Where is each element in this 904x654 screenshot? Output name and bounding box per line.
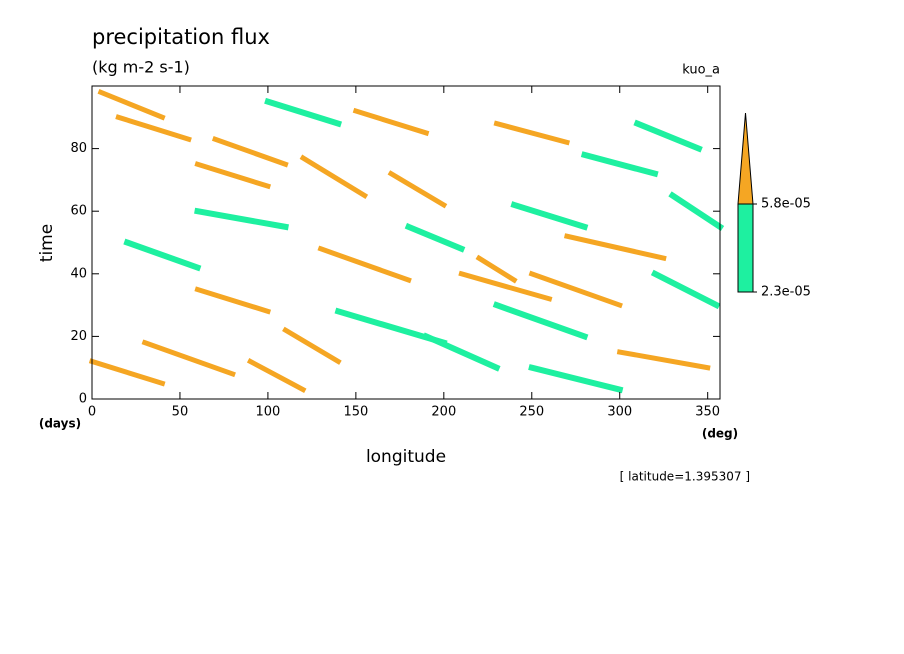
precip-streak [211, 136, 289, 168]
precip-streak [194, 286, 272, 315]
precip-streak [458, 270, 553, 302]
precip-streak [115, 114, 192, 143]
x-tick-label: 250 [519, 405, 544, 420]
precip-streak [194, 207, 289, 231]
precip-streak [194, 161, 272, 190]
x-tick-label: 350 [695, 405, 720, 420]
precip-streak [650, 269, 721, 310]
plot-frame [91, 85, 721, 400]
precip-streak [246, 358, 307, 393]
x-unit: (deg) [702, 427, 738, 441]
y-unit: (days) [39, 417, 81, 431]
precip-streak [528, 364, 624, 394]
y-axis-label: time [37, 224, 57, 262]
colorbar-extension [737, 112, 754, 205]
precip-streak [317, 245, 412, 284]
chart-title: precipitation flux [92, 25, 270, 49]
precip-streak [616, 349, 711, 371]
x-axis-label: longitude [366, 447, 446, 467]
colorbar-segment [737, 203, 754, 293]
precip-streak [492, 301, 589, 341]
colorbar-label: 5.8e-05 [761, 197, 811, 212]
colorbar-label: 2.3e-05 [761, 285, 811, 300]
precip-streak [510, 201, 589, 231]
y-tick-label: 40 [70, 266, 87, 281]
precip-streak [299, 154, 369, 199]
x-tick-label: 200 [431, 405, 456, 420]
x-tick-label: 0 [88, 405, 96, 420]
precip-streak [580, 151, 659, 178]
precip-streak [563, 233, 667, 262]
x-tick-label: 100 [255, 405, 280, 420]
y-tick-label: 60 [70, 204, 87, 219]
precip-streak [282, 326, 342, 365]
precip-streak [141, 339, 236, 378]
y-tick-label: 80 [70, 141, 87, 156]
y-tick-label: 0 [79, 392, 87, 407]
experiment-label: kuo_a [682, 63, 720, 78]
precip-streak [264, 97, 343, 128]
precip-streak [387, 170, 448, 209]
precip-streak [633, 119, 703, 153]
precip-streak [123, 238, 202, 272]
precip-streak [422, 332, 501, 372]
precip-streak [404, 222, 466, 253]
precip-streak [352, 107, 430, 137]
precip-streak [668, 191, 725, 232]
precip-streak [493, 120, 571, 146]
annotation: [ latitude=1.395307 ] [620, 470, 750, 484]
x-tick-label: 50 [172, 405, 189, 420]
x-tick-label: 150 [343, 405, 368, 420]
y-tick-label: 20 [70, 329, 87, 344]
precip-streak [88, 358, 166, 387]
precip-streak [528, 270, 623, 309]
chart-subtitle: (kg m-2 s-1) [92, 58, 190, 77]
precip-streak [97, 89, 166, 121]
x-tick-label: 300 [607, 405, 632, 420]
precip-streak [475, 254, 518, 284]
